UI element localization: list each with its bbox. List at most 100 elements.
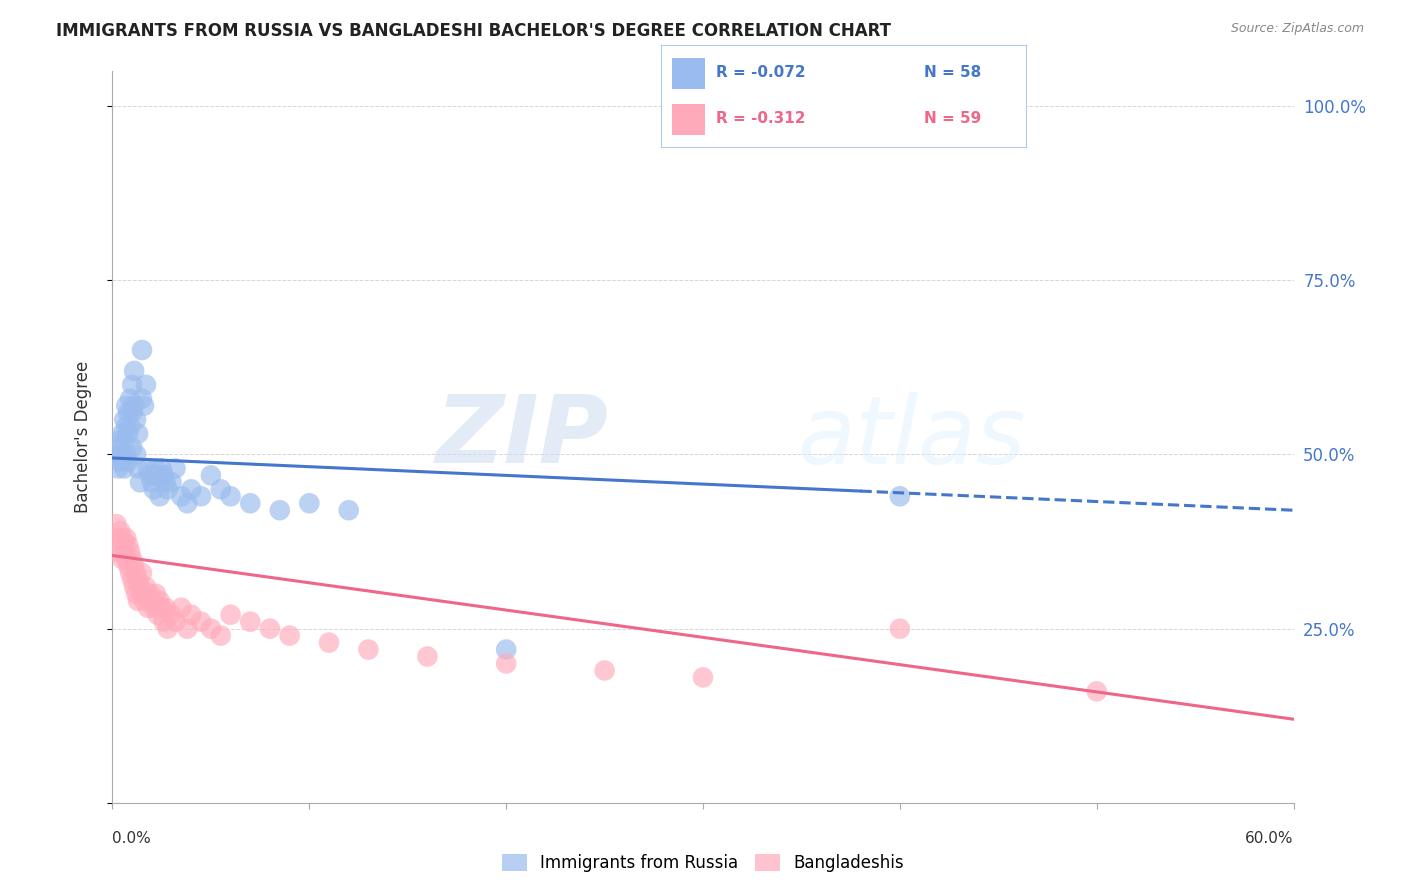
Point (152, 468, 174, 483)
Point (165, 615, 187, 629)
Text: N = 58: N = 58 (924, 65, 981, 79)
Point (141, 594, 163, 608)
Point (357, 642, 380, 657)
Point (107, 531, 129, 545)
Point (120, 545, 142, 559)
Point (180, 483, 202, 497)
Point (200, 622, 222, 636)
Point (145, 461, 167, 475)
Point (131, 392, 153, 406)
Text: N = 59: N = 59 (924, 111, 981, 126)
Point (122, 364, 145, 378)
Point (131, 343, 153, 357)
Point (107, 545, 129, 559)
Point (115, 419, 138, 434)
Point (136, 461, 159, 475)
Point (495, 642, 517, 657)
Point (125, 566, 148, 580)
Point (127, 594, 149, 608)
Point (120, 419, 142, 434)
Point (110, 524, 132, 538)
Point (150, 600, 173, 615)
Point (111, 426, 134, 441)
Text: R = -0.072: R = -0.072 (716, 65, 806, 79)
Point (139, 587, 162, 601)
Point (692, 670, 714, 684)
Point (105, 517, 128, 532)
Point (176, 622, 198, 636)
Point (121, 441, 143, 455)
Point (117, 454, 139, 468)
Point (170, 489, 193, 503)
Point (160, 607, 183, 622)
Point (117, 558, 139, 573)
Point (298, 496, 321, 510)
Point (110, 454, 132, 468)
Point (115, 448, 138, 462)
Text: 0.0%: 0.0% (112, 831, 152, 846)
Point (200, 468, 222, 483)
Point (170, 600, 193, 615)
Text: 60.0%: 60.0% (1246, 831, 1294, 846)
Point (125, 412, 148, 426)
Point (117, 426, 139, 441)
Point (219, 489, 242, 503)
Point (149, 489, 172, 503)
Point (190, 489, 212, 503)
Point (105, 448, 128, 462)
Point (176, 496, 198, 510)
Point (111, 552, 134, 566)
Point (889, 622, 911, 636)
Point (416, 649, 439, 664)
Point (149, 594, 172, 608)
Point (115, 552, 138, 566)
Point (209, 483, 232, 497)
Point (155, 475, 177, 490)
Point (239, 615, 262, 629)
Point (593, 664, 616, 678)
Point (107, 434, 129, 448)
Point (318, 635, 340, 649)
Point (125, 587, 148, 601)
Point (122, 399, 145, 413)
Point (219, 607, 242, 622)
Point (136, 600, 159, 615)
Point (112, 461, 135, 475)
Point (112, 538, 135, 552)
Point (122, 558, 145, 573)
Point (121, 377, 143, 392)
Point (889, 489, 911, 503)
Legend: Immigrants from Russia, Bangladeshis: Immigrants from Russia, Bangladeshis (495, 847, 911, 879)
Point (135, 377, 157, 392)
Text: atlas: atlas (797, 392, 1026, 483)
Point (112, 412, 135, 426)
Point (125, 448, 148, 462)
Point (121, 552, 143, 566)
Point (127, 573, 149, 587)
Point (259, 622, 281, 636)
Point (117, 538, 139, 552)
Point (110, 538, 132, 552)
Point (115, 531, 138, 545)
Point (121, 406, 143, 420)
Point (150, 461, 173, 475)
Point (180, 607, 202, 622)
Point (269, 503, 291, 517)
Point (278, 629, 301, 643)
Point (110, 441, 132, 455)
Text: R = -0.312: R = -0.312 (716, 111, 806, 126)
Point (160, 475, 183, 490)
Point (132, 594, 155, 608)
Point (127, 461, 149, 475)
Point (209, 629, 232, 643)
Point (155, 600, 177, 615)
Text: ZIP: ZIP (436, 391, 609, 483)
Point (239, 496, 262, 510)
Point (112, 434, 135, 448)
Point (146, 607, 169, 622)
Point (145, 587, 167, 601)
Point (156, 622, 179, 636)
Point (142, 483, 165, 497)
Point (111, 531, 134, 545)
Point (111, 448, 134, 462)
